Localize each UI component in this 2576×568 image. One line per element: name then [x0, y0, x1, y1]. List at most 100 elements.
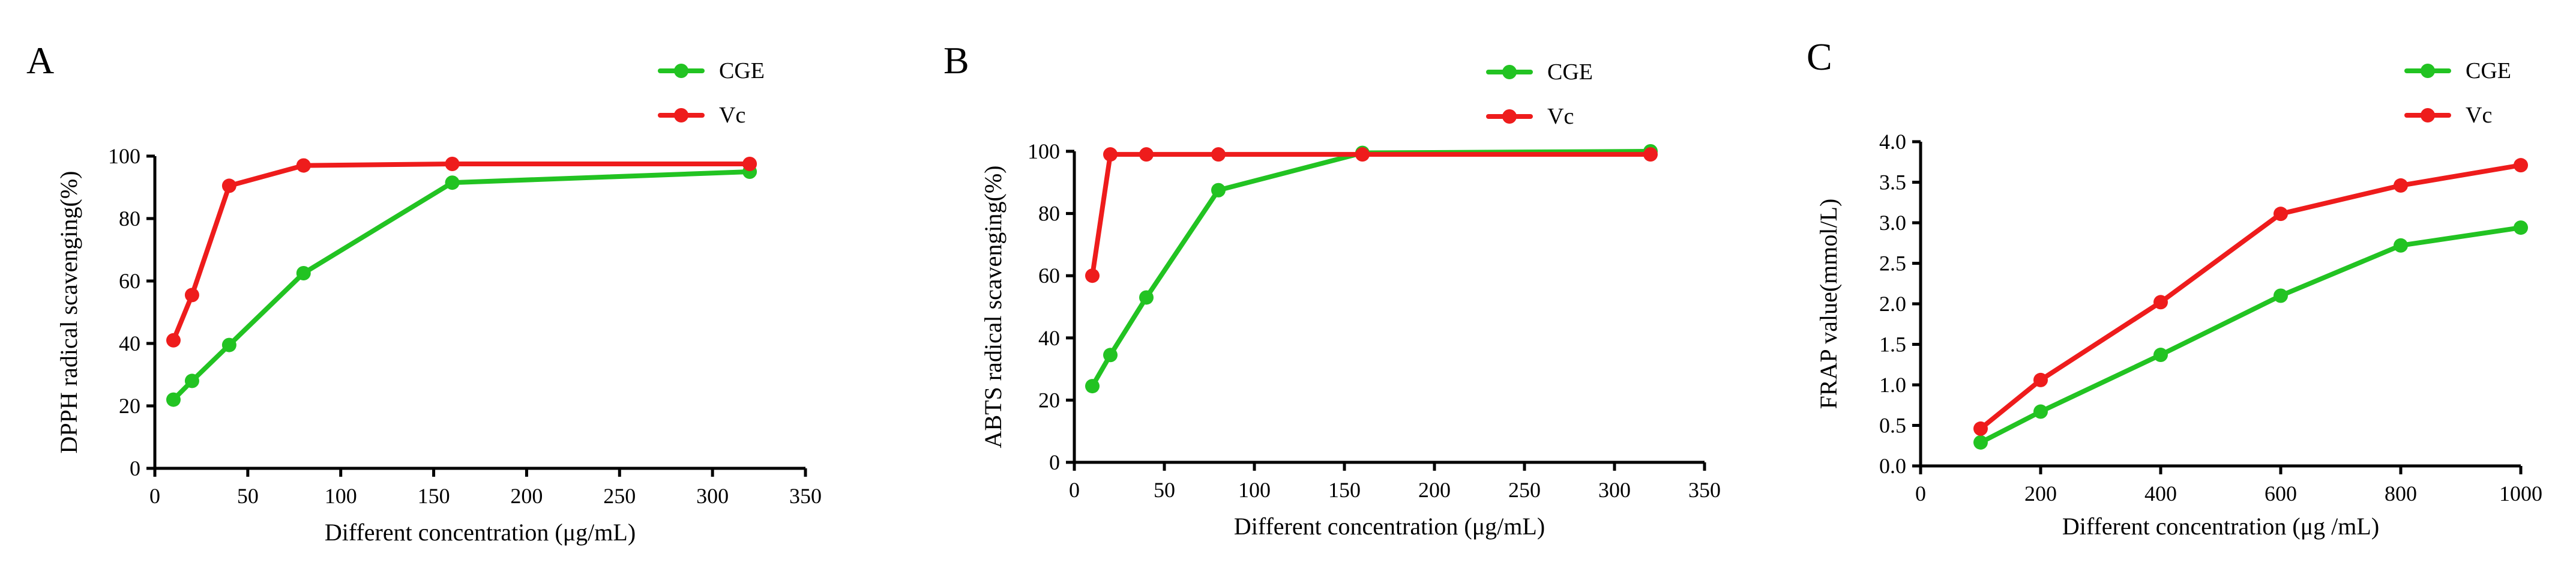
panel-c: C 0 200 400 600 800 1000 0.0 0.5 1.0 1.5 2.0 2.5 3.0 3…	[1807, 35, 2542, 540]
legend-swatch-marker	[2421, 108, 2435, 122]
x-tick-label: 0	[1069, 478, 1080, 502]
legend-label: CGE	[2466, 58, 2511, 83]
legend-swatch-marker	[674, 64, 688, 78]
series-line	[1978, 225, 2523, 445]
y-tick-label: 2.5	[1879, 252, 1906, 276]
data-point	[742, 157, 757, 171]
data-point	[221, 337, 236, 352]
legend-swatch-marker	[1502, 109, 1517, 124]
y-tick-label: 0	[130, 456, 140, 480]
data-point	[2274, 207, 2288, 222]
y-axis-title: DPPH radical scavenging(%)	[55, 171, 82, 454]
x-tick-label: 50	[237, 484, 259, 508]
y-tick-label: 1.0	[1879, 373, 1906, 397]
legend-item-vc: Vc	[2404, 103, 2492, 128]
data-point	[1355, 147, 1370, 162]
data-point	[2033, 404, 2048, 419]
data-point	[1973, 435, 1988, 450]
series-cge	[1973, 220, 2528, 450]
y-tick-label: 3.0	[1879, 211, 1906, 235]
data-point	[2153, 295, 2168, 310]
data-point	[1139, 147, 1154, 162]
y-tick-label: 4.0	[1879, 130, 1906, 154]
data-point	[2394, 178, 2408, 193]
y-tick-label: 60	[119, 269, 140, 293]
data-point	[2153, 348, 2168, 363]
x-tick-label: 600	[2265, 482, 2297, 506]
x-axis-title: Different concentration (μg /mL)	[2062, 513, 2379, 540]
legend-label: Vc	[719, 103, 745, 128]
data-point	[184, 288, 199, 303]
legend-item-vc: Vc	[658, 103, 745, 128]
legend-item-cge: CGE	[658, 58, 765, 83]
x-tick-label: 50	[1154, 478, 1175, 502]
series-line	[170, 162, 753, 343]
panel-label: C	[1807, 35, 1832, 78]
legend-label: Vc	[1547, 104, 1574, 129]
y-tick-label: 3.5	[1879, 171, 1906, 195]
series-vc	[1973, 158, 2528, 436]
series-line	[1090, 152, 1653, 279]
x-tick-label: 200	[2024, 482, 2057, 506]
data-point	[2274, 288, 2288, 303]
x-tick-label: 250	[1508, 478, 1541, 502]
legend-item-cge: CGE	[1486, 59, 1593, 85]
x-tick-label: 1000	[2499, 482, 2542, 506]
data-point	[1211, 147, 1226, 162]
y-tick-label: 20	[1038, 388, 1060, 412]
legend-swatch-marker	[1502, 65, 1517, 79]
data-point	[184, 373, 199, 388]
data-point	[2394, 238, 2408, 253]
legend-label: Vc	[2466, 103, 2492, 128]
y-axis-title: ABTS radical scavenging(%)	[980, 166, 1007, 449]
data-point	[2514, 158, 2528, 173]
data-point	[2033, 372, 2048, 387]
panel-b: B 0 50 100 150 200 250 300 350 0 20 40 60 80 100 Differ…	[943, 39, 1721, 540]
x-tick-label: 350	[789, 484, 822, 508]
panel-label: B	[943, 39, 969, 82]
data-point	[1103, 348, 1118, 363]
x-tick-label: 300	[696, 484, 729, 508]
series-vc	[166, 157, 757, 348]
panel-a: A 0 50 100 150 200 250 300 350 0 20 40 60 80 100 Differ…	[26, 39, 822, 546]
y-tick-label: 100	[108, 144, 140, 168]
legend-label: CGE	[1547, 59, 1593, 85]
x-tick-label: 100	[325, 484, 357, 508]
x-tick-label: 0	[1915, 482, 1926, 506]
panel-label: A	[26, 39, 54, 82]
data-point	[1643, 147, 1658, 162]
x-tick-label: 300	[1598, 478, 1631, 502]
y-tick-label: 100	[1028, 139, 1060, 163]
legend-item-vc: Vc	[1486, 104, 1574, 129]
data-point	[1973, 421, 1988, 436]
x-tick-label: 0	[149, 484, 160, 508]
legend-label: CGE	[719, 58, 765, 83]
data-point	[1085, 379, 1100, 394]
data-point	[296, 158, 311, 173]
x-tick-label: 350	[1688, 478, 1721, 502]
x-tick-label: 100	[1238, 478, 1271, 502]
data-point	[166, 392, 181, 407]
x-axis-title: Different concentration (μg/mL)	[1234, 513, 1545, 540]
series-cge	[1085, 144, 1658, 394]
y-tick-label: 1.5	[1879, 333, 1906, 357]
y-tick-label: 20	[119, 394, 140, 418]
data-point	[1103, 147, 1118, 162]
series-line	[1978, 163, 2523, 431]
data-point	[445, 175, 460, 190]
series-line	[170, 169, 753, 402]
x-tick-label: 250	[603, 484, 636, 508]
y-tick-label: 0	[1049, 450, 1060, 474]
y-tick-label: 40	[119, 331, 140, 355]
y-tick-label: 40	[1038, 326, 1060, 350]
legend-swatch-marker	[674, 108, 688, 122]
y-tick-label: 80	[1038, 202, 1060, 226]
legend-item-cge: CGE	[2404, 58, 2511, 83]
x-tick-label: 150	[1328, 478, 1361, 502]
x-tick-label: 400	[2144, 482, 2177, 506]
data-point	[221, 178, 236, 193]
y-tick-label: 80	[119, 207, 140, 231]
data-point	[1085, 268, 1100, 283]
data-point	[2514, 220, 2528, 235]
y-tick-label: 0.5	[1879, 414, 1906, 438]
